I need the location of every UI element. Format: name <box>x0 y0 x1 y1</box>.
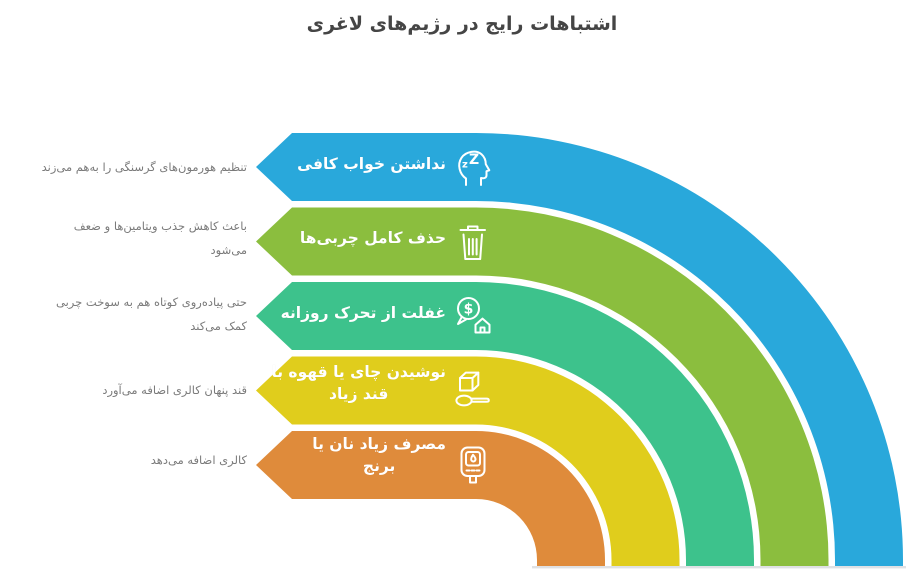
item-description: کالری اضافه می‌دهد <box>151 448 247 472</box>
item-label: غفلت از تحرک روزانه <box>281 302 446 324</box>
item-description: حتی پیاده‌روی کوتاه هم به سوخت چربی کمک … <box>56 290 247 338</box>
label-line: مصرف زیاد نان یا <box>312 435 446 453</box>
item-label: نوشیدن چای یا قهوه با قند زیاد <box>271 361 446 405</box>
band-bread <box>256 431 605 566</box>
label-line: غفلت از تحرک روزانه <box>280 304 446 322</box>
item-description: تنظیم هورمون‌های گرسنگی را به‌هم می‌زند <box>42 155 247 179</box>
svg-text:$: $ <box>464 302 474 318</box>
glucometer-icon <box>449 442 495 488</box>
band-sugar <box>256 356 680 566</box>
label-line: حذف کامل چربی‌ها <box>299 229 446 247</box>
item-label: نداشتن خواب کافی <box>297 153 446 175</box>
label-line: نوشیدن چای یا قهوه با <box>271 363 446 381</box>
page-title: اشتباهات رایج در رژیم‌های لاغری <box>306 13 618 35</box>
description-line: تنظیم هورمون‌های گرسنگی را به‌هم می‌زند <box>41 160 247 174</box>
band-activity <box>256 282 754 566</box>
description-line: کالری اضافه می‌دهد <box>150 453 247 467</box>
band-fats <box>256 207 829 566</box>
item-description: باعث کاهش جذب ویتامین‌ها و ضعف می‌شود <box>74 214 247 262</box>
sugar-cube-spoon-icon <box>449 367 495 413</box>
label-line: برنج <box>362 457 396 475</box>
description-line: کمک می‌کند <box>190 319 247 333</box>
dollar-house-icon: $ <box>449 293 495 339</box>
band-sleep <box>256 133 903 566</box>
trash-bin-icon <box>449 219 495 265</box>
svg-text:z: z <box>462 160 468 171</box>
svg-text:Z: Z <box>469 152 479 168</box>
description-line: می‌شود <box>210 243 247 257</box>
label-line: نداشتن خواب کافی <box>297 155 446 173</box>
label-line: قند زیاد <box>329 385 389 403</box>
description-line: حتی پیاده‌روی کوتاه هم به سوخت چربی <box>56 295 247 309</box>
item-label: حذف کامل چربی‌ها <box>300 227 446 249</box>
bottom-cut-shadow <box>532 566 906 569</box>
sleeping-head-icon: z Z <box>449 144 495 190</box>
description-line: قند پنهان کالری اضافه می‌آورد <box>102 383 247 397</box>
description-line: باعث کاهش جذب ویتامین‌ها و ضعف <box>73 219 247 233</box>
item-label: مصرف زیاد نان یا برنج <box>312 433 446 477</box>
item-description: قند پنهان کالری اضافه می‌آورد <box>102 378 247 402</box>
